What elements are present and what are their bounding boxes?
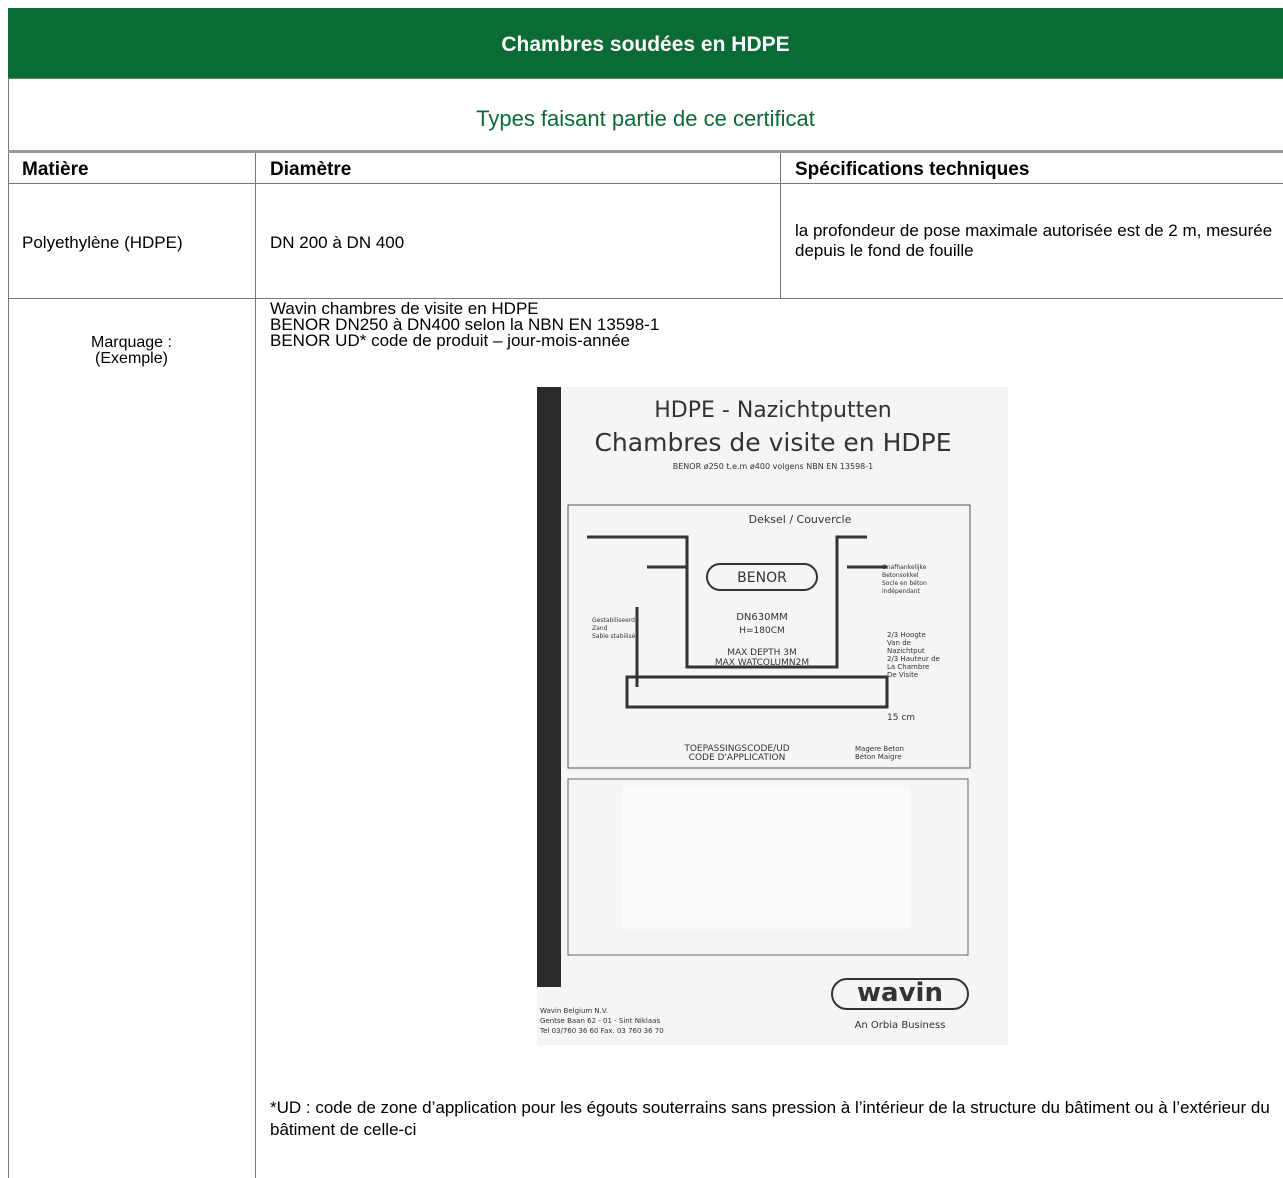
photo-text: Gestabiliseerd: [592, 617, 635, 624]
label-blank: [622, 787, 910, 929]
photo-text: Magere Beton: [855, 745, 904, 753]
cell: Polyethylène (HDPE): [22, 233, 183, 252]
row-border: [8, 298, 1283, 299]
marking-note: (Exemple): [95, 350, 168, 367]
diagram-box: [567, 504, 971, 769]
photo-text: DN630MM: [736, 612, 788, 623]
marking-label: Marquage :: [91, 334, 172, 351]
photo-text: Deksel / Couvercle: [749, 513, 852, 526]
photo-text: An Orbia Business: [855, 1020, 946, 1031]
column-header: Matière: [22, 159, 89, 180]
photo-text: 2/3 Hoogte: [887, 631, 926, 639]
photo-edge: [537, 387, 561, 987]
cell: DN 200 à DN 400: [270, 233, 405, 252]
photo-text: Chambres de visite en HDPE: [594, 428, 951, 457]
cell: la profondeur de pose maximale autorisée…: [795, 221, 1273, 260]
photo-text: Tel 03/760 36 60 Fax. 03 760 36 70: [539, 1027, 664, 1035]
photo-text: BENOR ø250 t.e.m ø400 volgens NBN EN 135…: [673, 462, 873, 471]
marking-line: Wavin chambres de visite en HDPE: [270, 299, 539, 318]
photo-bg: [537, 387, 1008, 1045]
benor-oval: [706, 563, 818, 591]
footnote: *UD : code de zone d’application pour le…: [270, 1098, 1270, 1139]
photo-text: indépendant: [882, 588, 921, 595]
photo-text: Zand: [592, 625, 608, 632]
label-box: [567, 778, 969, 956]
marking-photo: HDPE - Nazichtputten Chambres de visite …: [537, 387, 1008, 1045]
row-border: [8, 183, 1283, 184]
photo-text: Betonsokkel: [882, 572, 919, 579]
marking-line: BENOR UD* code de produit – jour-mois-an…: [270, 331, 631, 350]
col-line: [255, 153, 256, 1178]
photo-text: Van de: [887, 639, 911, 647]
photo-text: Gentse Baan 62 - 01 - Sint Niklaas: [540, 1017, 660, 1025]
column-header: Spécifications techniques: [795, 159, 1030, 180]
photo-logo: wavin: [857, 978, 943, 1008]
marking-line: BENOR DN250 à DN400 selon la NBN EN 1359…: [270, 315, 660, 334]
photo-text: Wavin Belgium N.V.: [540, 1007, 608, 1015]
row-border: [8, 150, 1283, 153]
photo-text: CODE D'APPLICATION: [689, 753, 786, 763]
diagram-lines: [587, 535, 889, 709]
photo-text: De Visite: [887, 671, 918, 679]
photo-text: Onafhankelijke: [882, 564, 927, 571]
photo-text: HDPE - Nazichtputten: [654, 398, 891, 423]
photo-text: BENOR: [737, 570, 787, 586]
photo-text: La Chambre: [887, 663, 929, 671]
photo-text: H=180CM: [739, 626, 785, 636]
photo-text: Béton Maigre: [855, 753, 902, 761]
photo-text: 15 cm: [887, 713, 915, 723]
col-line: [780, 153, 781, 298]
photo-text: MAX DEPTH 3M: [727, 648, 797, 658]
column-header: Diamètre: [270, 159, 352, 180]
title: Chambres soudées en HDPE: [501, 33, 790, 56]
photo-text: 2/3 Hauteur de: [887, 655, 940, 663]
row-border: [8, 78, 9, 1178]
header-bar: [8, 8, 1283, 79]
subtitle: Types faisant partie de ce certificat: [476, 106, 815, 131]
logo-oval: [831, 978, 969, 1010]
photo-text: Socle en béton: [882, 580, 927, 587]
photo-text: MAX WATCOLUMN2M: [715, 658, 809, 668]
photo-text: TOEPASSINGSCODE/UD: [683, 744, 789, 754]
photo-text: Nazichtput: [887, 647, 925, 655]
photo-text: Sable stabilisé: [592, 633, 636, 640]
